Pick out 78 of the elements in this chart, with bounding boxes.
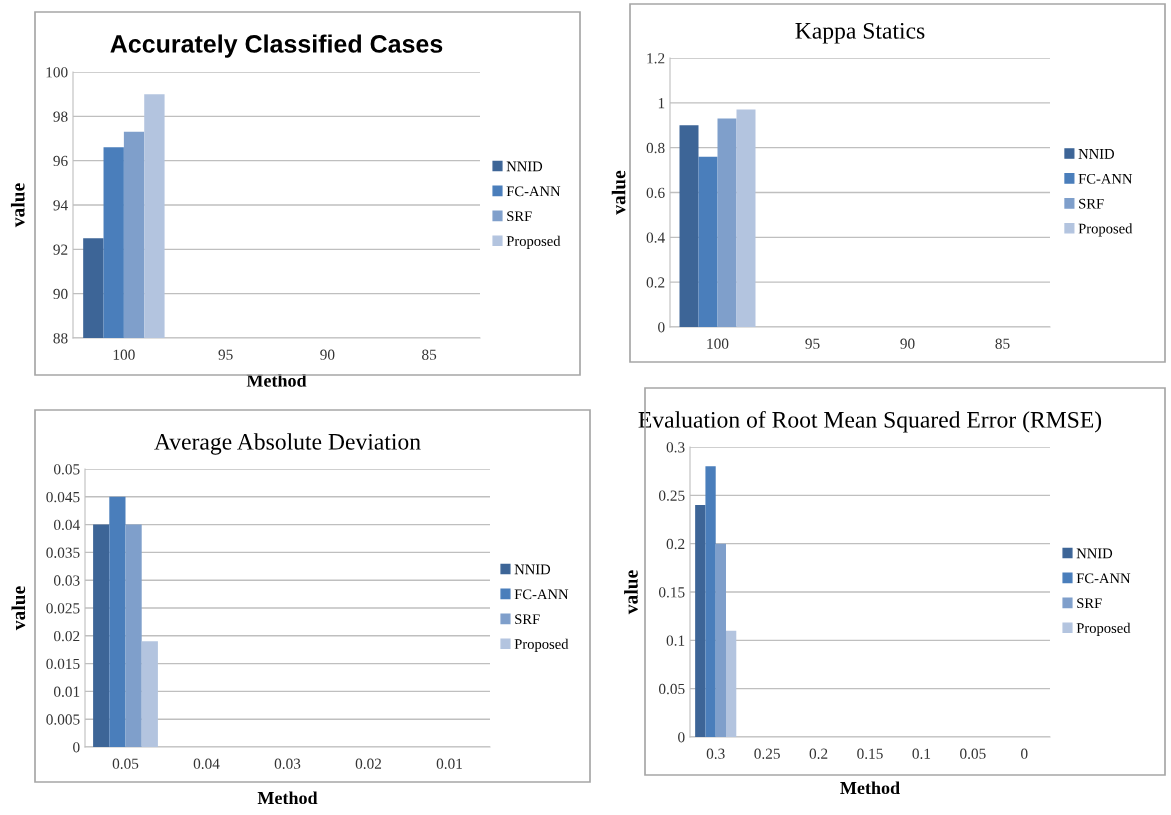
y-tick-label: 0.015 [46,658,80,670]
x-tick-label: 0.05 [112,758,139,769]
y-tick-label: 0.8 [646,142,665,154]
y-tick-label: 0.03 [53,575,80,586]
x-tick-label: 95 [218,349,233,360]
y-tick-label: 1.2 [647,53,665,64]
x-tick-label: 0.04 [193,758,220,769]
y-tick-label: 0.04 [53,519,80,531]
y-tick-label: 0.05 [53,464,80,475]
y-tick-label: 0.025 [46,603,80,614]
y-tick-label: 98 [53,111,68,122]
y-tick-label: 0.4 [646,232,665,243]
legend-label: Proposed [506,235,561,249]
x-tick-label: 100 [113,349,135,360]
x-tick-label: 0 [1021,748,1028,759]
y-tick-label: 0.6 [646,187,665,199]
legend-label: NNID [506,161,543,172]
chart-title: Evaluation of Root Mean Squared Error (RMSE) [638,410,1102,433]
y-axis-title: value [624,570,638,615]
y-tick-label: 0.1 [666,635,685,646]
legend-label: NNID [1076,548,1113,559]
y-axis-title: value [11,586,26,631]
y-axis-title: value [611,170,626,215]
x-tick-label: 0.01 [436,758,462,769]
y-tick-label: 1 [658,98,665,109]
x-tick-label: 90 [900,338,915,349]
legend-label: Proposed [514,638,569,652]
y-axis-title: value [10,183,25,228]
y-tick-label: 0.2 [646,277,665,288]
legend-label: Proposed [1076,622,1131,636]
y-tick-label: 0 [658,322,665,333]
legend-label: FC-ANN [506,186,561,197]
y-tick-label: 0 [678,732,685,743]
chart-title: Kappa Statics [795,22,925,44]
y-tick-label: 88 [53,333,68,344]
y-tick-label: 96 [53,155,68,167]
y-tick-label: 0.045 [46,491,80,503]
legend-label: FC-ANN [1076,573,1131,584]
y-tick-label: 0.02 [53,630,80,642]
legend-label: SRF [1079,198,1104,209]
x-axis-title: Method [257,791,318,805]
x-tick-label: 0.3 [706,748,725,759]
x-tick-label: 0.02 [355,758,382,769]
y-tick-label: 0.2 [666,538,685,550]
x-axis-title: Method [246,374,307,387]
y-tick-label: 0.05 [658,683,685,695]
x-tick-label: 95 [805,338,820,349]
y-tick-label: 0.15 [658,587,685,598]
legend-label: SRF [515,614,540,625]
x-tick-label: 0.1 [912,748,931,759]
y-tick-label: 0.3 [666,442,685,453]
y-tick-label: 92 [53,244,68,255]
x-axis-title: Method [840,781,900,795]
y-tick-label: 90 [53,288,68,300]
chart-title: Average Absolute Deviation [154,433,421,455]
legend-label: Proposed [1078,223,1133,237]
x-tick-label: 0.15 [857,748,883,759]
legend-label: SRF [507,211,532,222]
y-tick-label: 0.035 [46,547,80,558]
x-tick-label: 85 [995,338,1010,349]
y-tick-label: 0.25 [658,490,685,501]
legend-label: NNID [1078,149,1115,159]
y-tick-label: 0.01 [53,686,80,697]
legend-label: SRF [1077,598,1102,609]
x-tick-label: 0.25 [754,748,780,759]
y-tick-label: 94 [53,200,68,211]
legend-label: NNID [514,564,551,575]
y-tick-label: 100 [46,67,68,78]
legend-label: FC-ANN [1078,173,1133,184]
x-tick-label: 0.05 [960,748,986,759]
y-tick-label: 0.005 [46,714,80,725]
x-tick-label: 0.03 [274,758,301,769]
legend-label: FC-ANN [514,589,569,600]
x-tick-label: 100 [707,338,729,349]
x-tick-label: 85 [422,349,437,360]
chart-title: Accurately Classified Cases [110,34,443,58]
x-tick-label: 90 [320,349,335,360]
x-tick-label: 0.2 [809,748,828,759]
